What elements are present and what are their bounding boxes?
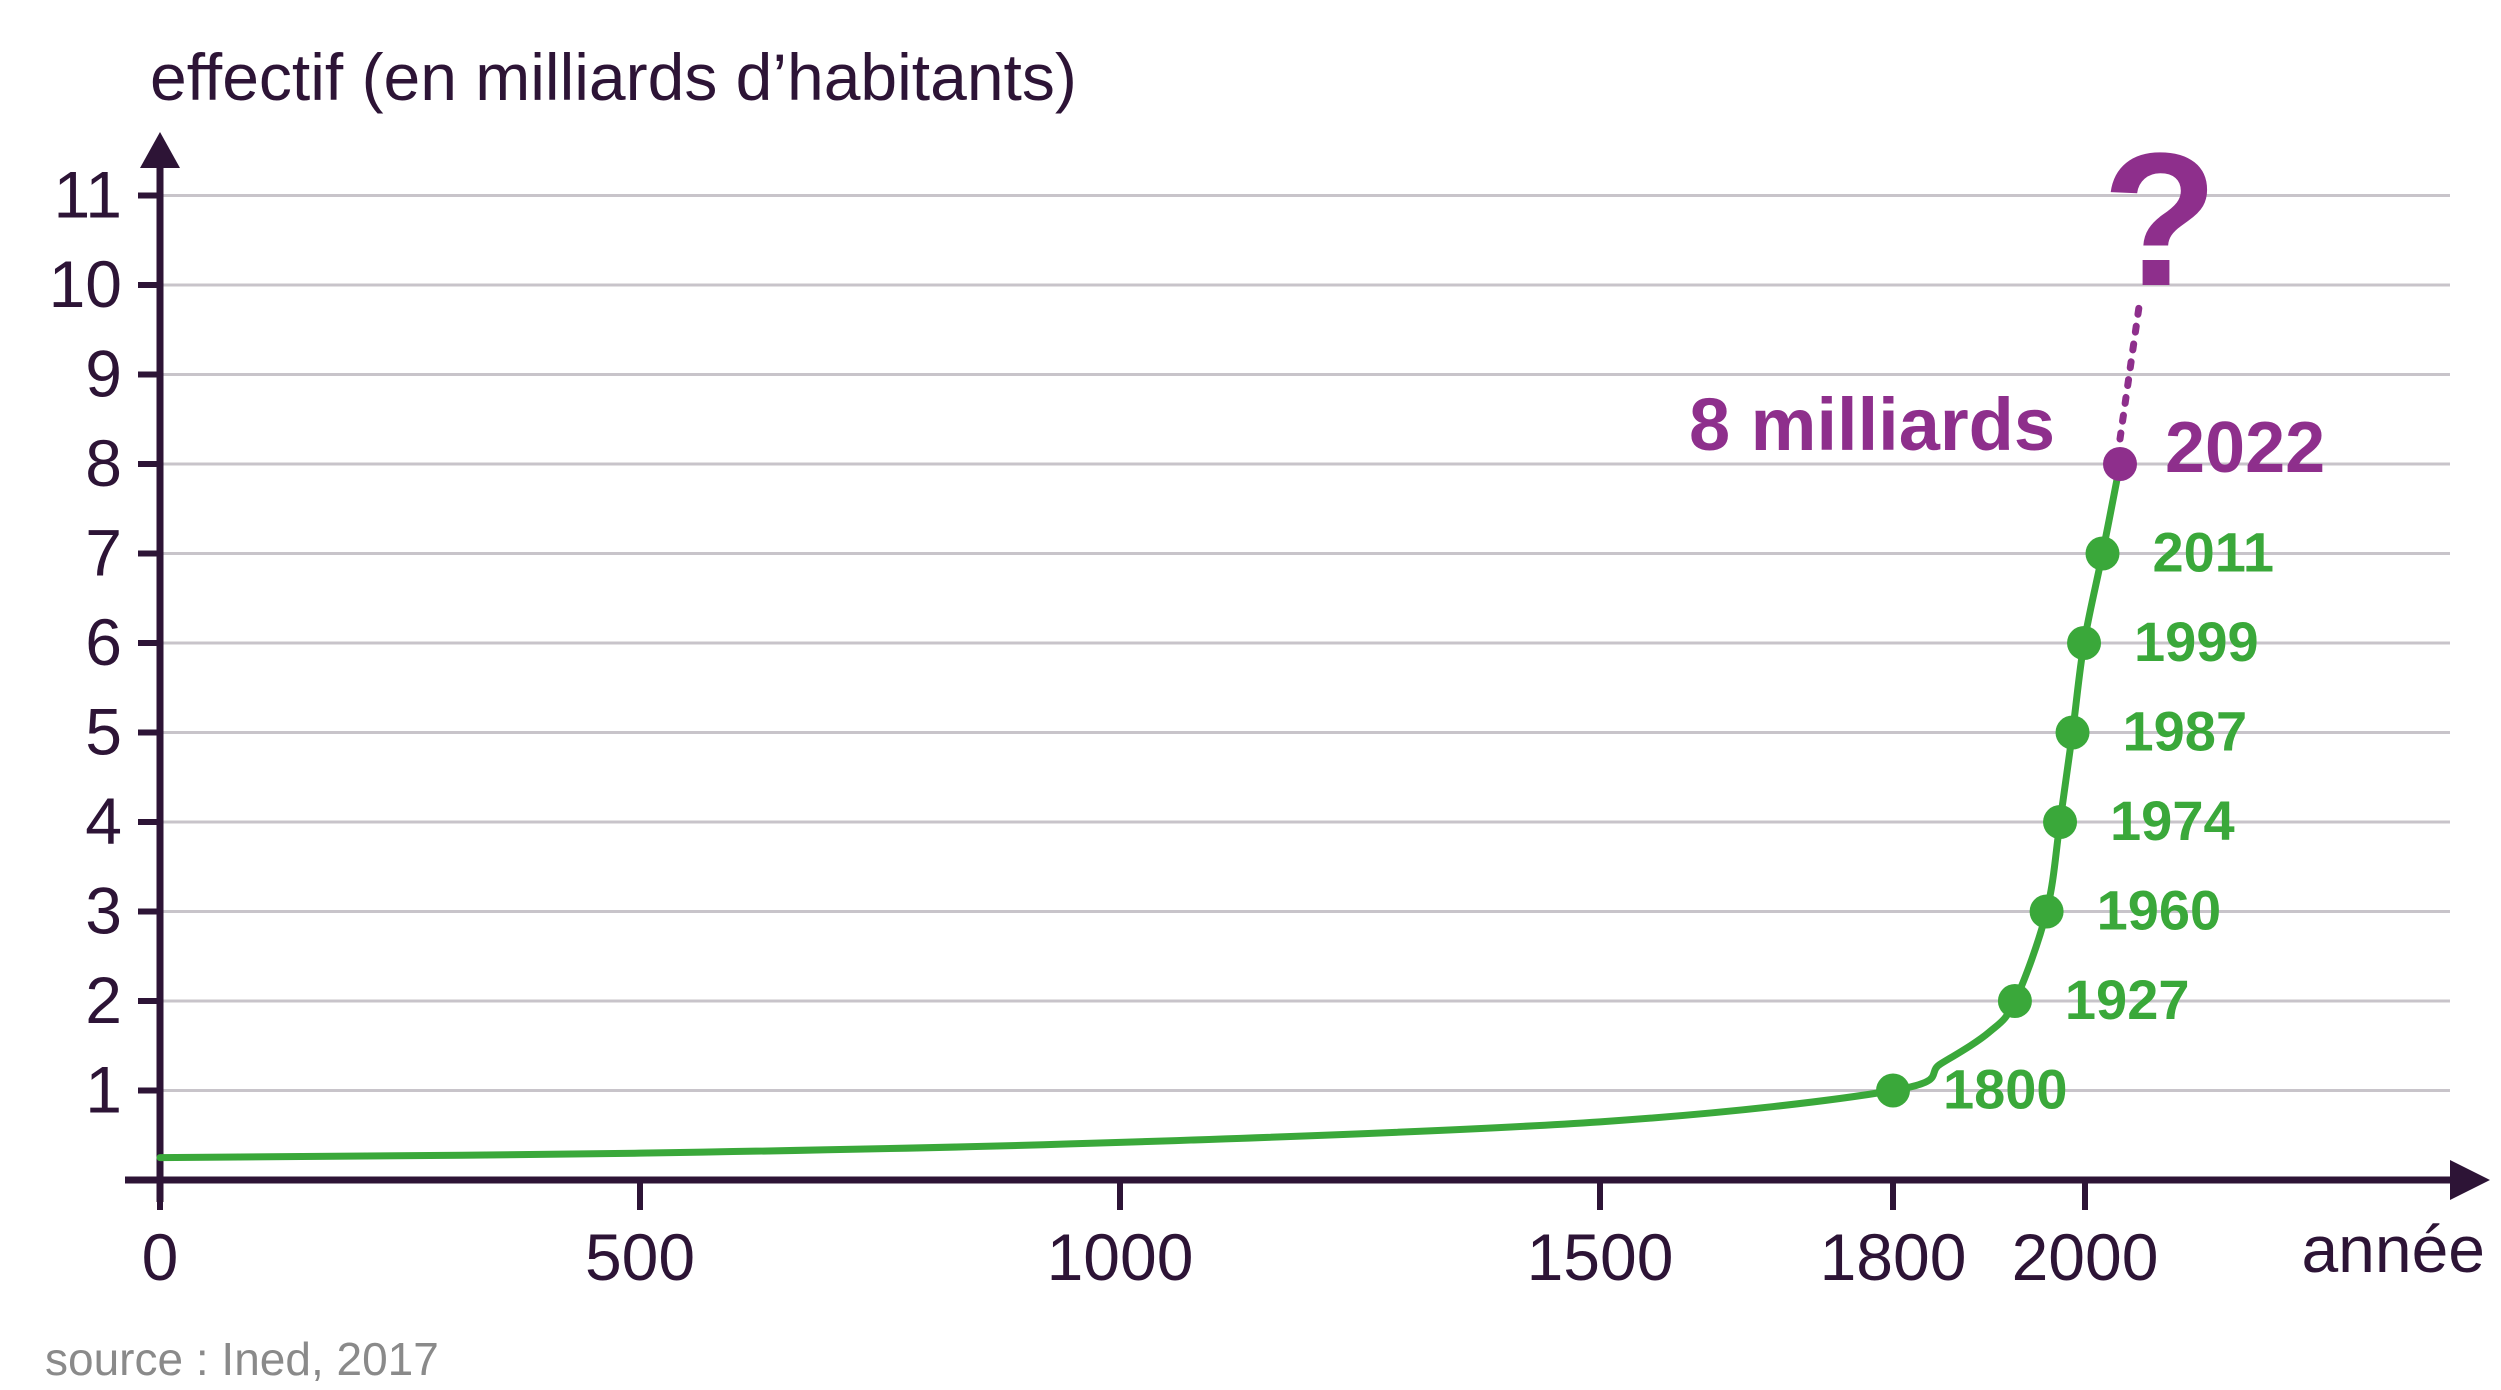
- x-tick-label-1800: 1800: [1820, 1220, 1967, 1294]
- x-tick-label-1000: 1000: [1047, 1220, 1194, 1294]
- x-tick-label-2000: 2000: [2012, 1220, 2159, 1294]
- point-2011: [2085, 536, 2120, 571]
- y-tick-label-10: 10: [49, 247, 122, 321]
- point-label-1960: 1960: [2097, 879, 2222, 942]
- x-axis-ticks: 0 500 1000 1500 1800 2000: [142, 1180, 2159, 1294]
- point-label-1800: 1800: [1943, 1058, 2068, 1121]
- y-tick-label-6: 6: [85, 605, 122, 679]
- y-tick-label-4: 4: [85, 784, 122, 858]
- y-tick-label-3: 3: [85, 874, 122, 948]
- y-tick-label-5: 5: [85, 695, 122, 769]
- y-tick-label-2: 2: [85, 963, 122, 1037]
- y-tick-label-7: 7: [85, 516, 122, 590]
- point-1999: [2067, 626, 2102, 660]
- x-tick-label-0: 0: [142, 1220, 179, 1294]
- y-axis-label: effectif (en milliards d’habitants): [150, 40, 1077, 114]
- point-label-1927: 1927: [2065, 968, 2190, 1031]
- point-label-2011: 2011: [2153, 521, 2275, 584]
- point-1800: [1876, 1073, 1910, 1108]
- gridlines: [160, 194, 2450, 1092]
- point-label-1974: 1974: [2110, 789, 2235, 852]
- highlight-year-label: 2022: [2165, 408, 2325, 488]
- point-1987: [2055, 715, 2090, 750]
- axes: [125, 132, 2490, 1202]
- x-axis-arrow: [2450, 1160, 2490, 1200]
- x-tick-label-1500: 1500: [1527, 1220, 1674, 1294]
- question-mark: ?: [2102, 114, 2218, 326]
- point-1927: [1997, 984, 2032, 1018]
- y-tick-label-9: 9: [85, 337, 122, 411]
- point-1974: [2043, 805, 2078, 839]
- data-points: 1800 1927 1960 1974 1987 1999 2011: [1876, 447, 2274, 1121]
- y-tick-label-8: 8: [85, 426, 122, 500]
- point-1960: [2029, 894, 2064, 929]
- y-axis-arrow: [140, 132, 180, 168]
- highlight-annotation: 8 milliards: [1689, 383, 2055, 466]
- point-2022: [2103, 447, 2137, 481]
- point-label-1987: 1987: [2123, 700, 2248, 763]
- x-tick-label-500: 500: [585, 1220, 695, 1294]
- x-axis-label: année: [2301, 1212, 2485, 1286]
- y-tick-label-1: 1: [85, 1053, 122, 1127]
- population-curve: [156, 460, 2124, 1162]
- point-label-1999: 1999: [2134, 610, 2259, 673]
- y-axis-ticks: 1 2 3 4 5 6 7 8 9 10 11: [49, 158, 160, 1127]
- projection-dotted-line: [2116, 296, 2144, 443]
- y-tick-label-11: 11: [53, 158, 122, 232]
- source-note: source : Ined, 2017: [45, 1333, 439, 1385]
